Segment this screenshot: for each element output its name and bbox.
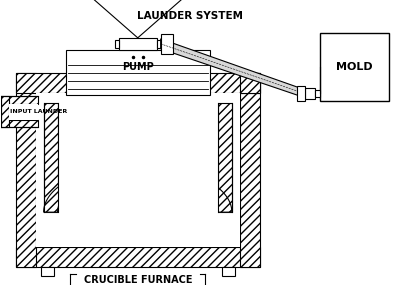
Bar bbox=[240, 73, 260, 267]
Bar bbox=[240, 73, 260, 93]
Bar bbox=[1, 96, 9, 128]
Bar bbox=[66, 50, 210, 95]
Bar bbox=[157, 40, 161, 48]
Text: LAUNDER SYSTEM: LAUNDER SYSTEM bbox=[137, 11, 243, 21]
Bar bbox=[119, 38, 157, 50]
Text: MOLD: MOLD bbox=[336, 62, 373, 72]
Bar bbox=[161, 34, 173, 54]
Bar bbox=[1, 96, 38, 104]
Text: CRUCIBLE FURNACE: CRUCIBLE FURNACE bbox=[84, 275, 192, 285]
Bar bbox=[115, 40, 119, 48]
Bar bbox=[314, 90, 320, 97]
Bar bbox=[16, 247, 260, 267]
Text: PUMP: PUMP bbox=[122, 62, 154, 72]
Polygon shape bbox=[161, 39, 304, 98]
Text: INPUT LAUNDER: INPUT LAUNDER bbox=[10, 109, 67, 114]
Bar bbox=[1, 120, 38, 128]
Polygon shape bbox=[44, 165, 232, 212]
Bar bbox=[9, 104, 38, 120]
Bar bbox=[44, 103, 58, 212]
Bar bbox=[222, 267, 235, 276]
Bar bbox=[320, 33, 389, 101]
Bar bbox=[16, 73, 36, 267]
Bar bbox=[297, 86, 304, 101]
Bar bbox=[16, 73, 260, 93]
Polygon shape bbox=[90, 0, 186, 38]
Bar bbox=[304, 88, 314, 99]
Bar bbox=[58, 103, 218, 222]
Bar bbox=[41, 267, 54, 276]
Bar bbox=[218, 103, 232, 212]
Bar bbox=[36, 93, 240, 247]
